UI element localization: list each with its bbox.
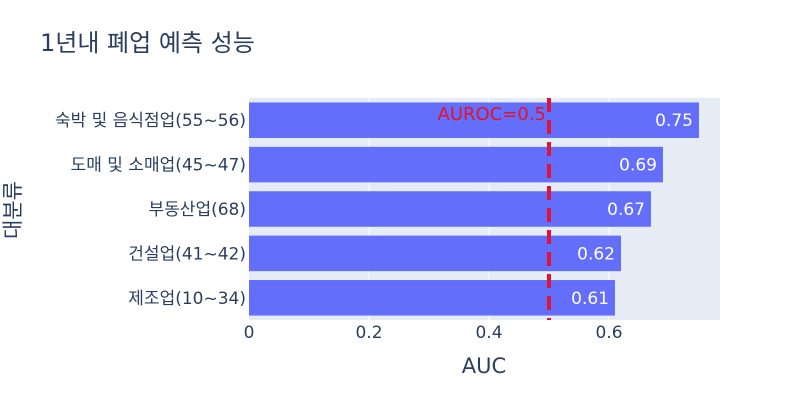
y-tick-labels: 숙박 및 음식점업(55~56) 도매 및 소매업(45~47) 부동산업(68) 건… [55, 111, 246, 309]
y-tick-label: 부동산업(68) [149, 200, 246, 220]
bar-value-label: 0.69 [619, 156, 657, 176]
x-tick-label: 0.4 [475, 323, 502, 343]
bar-value-label: 0.62 [577, 244, 615, 264]
bar-value-label: 0.61 [571, 289, 609, 309]
reference-line-label: AUROC=0.5 [438, 104, 546, 125]
reference-line-group: AUROC=0.5 [438, 98, 551, 320]
x-tick-labels: 0 0.2 0.4 0.6 [244, 323, 623, 343]
x-axis-title: AUC [462, 354, 506, 378]
y-tick-label: 도매 및 소매업(45~47) [71, 156, 246, 176]
x-tick-label: 0.6 [595, 323, 622, 343]
y-tick-label: 제조업(10~34) [128, 289, 246, 309]
y-tick-label: 건설업(41~42) [128, 244, 246, 264]
bar-value-label: 0.67 [607, 200, 645, 220]
y-axis-title: 대분류 [1, 181, 25, 239]
bar-value-label: 0.75 [655, 111, 693, 131]
bar [249, 102, 699, 138]
bar [249, 146, 663, 183]
x-tick-label: 0.2 [355, 323, 382, 343]
bar [249, 235, 621, 272]
x-tick-label: 0 [244, 323, 255, 343]
chart-title: 1년내 폐업 예측 성능 [40, 29, 255, 57]
y-tick-label: 숙박 및 음식점업(55~56) [55, 111, 246, 131]
bars: 0.75 0.69 0.67 0.62 0.61 [249, 102, 699, 316]
bar [249, 280, 615, 316]
bar [249, 191, 651, 227]
